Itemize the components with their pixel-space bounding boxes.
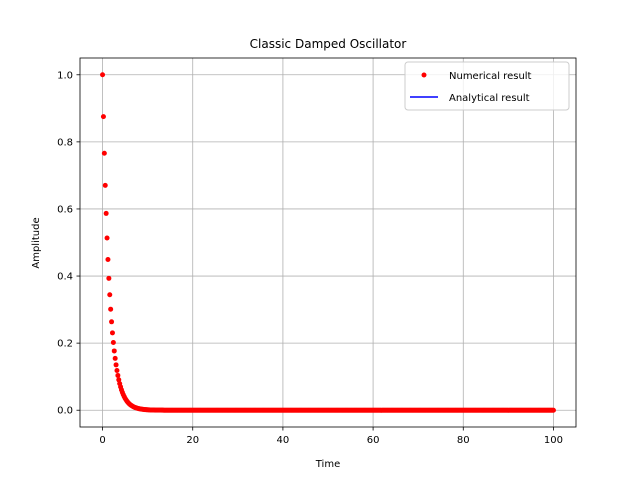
plot-area-data — [100, 72, 556, 413]
legend-box — [404, 61, 570, 111]
data-point — [102, 182, 108, 188]
legend-marker-numerical — [421, 72, 427, 78]
y-tick-label: 0.4 — [57, 272, 73, 283]
data-point — [112, 355, 118, 361]
x-axis-ticks: 0 20 40 60 80 100 — [99, 427, 563, 446]
legend: Numerical result Analytical result — [404, 61, 570, 111]
data-point — [104, 235, 110, 241]
x-tick-label: 80 — [457, 435, 470, 446]
y-tick-label: 0.2 — [57, 339, 73, 350]
x-tick-label: 20 — [186, 435, 199, 446]
legend-label-analytical: Analytical result — [449, 93, 530, 104]
data-point — [109, 319, 115, 325]
y-axis-label: Amplitude — [31, 217, 42, 268]
x-tick-label: 60 — [367, 435, 380, 446]
data-point — [105, 256, 111, 262]
data-point — [100, 114, 106, 120]
data-point — [107, 292, 113, 298]
data-point — [106, 275, 112, 281]
x-tick-label: 40 — [277, 435, 290, 446]
y-axis-ticks: 0.0 0.2 0.4 0.6 0.8 1.0 — [57, 70, 80, 417]
x-tick-label: 100 — [544, 435, 563, 446]
chart-title: Classic Damped Oscillator — [250, 37, 407, 51]
x-tick-label: 0 — [99, 435, 105, 446]
data-point — [101, 150, 107, 156]
y-tick-label: 1.0 — [57, 70, 73, 81]
y-tick-label: 0.0 — [57, 406, 73, 417]
data-point — [110, 340, 116, 346]
y-tick-label: 0.8 — [57, 137, 73, 148]
axes-frame — [79, 57, 577, 428]
data-point — [114, 367, 120, 373]
x-axis-label: Time — [315, 459, 340, 470]
data-point — [100, 72, 106, 78]
y-tick-label: 0.6 — [57, 204, 73, 215]
data-point — [113, 362, 119, 368]
data-point — [115, 372, 121, 378]
data-point — [109, 330, 115, 336]
data-point — [116, 377, 122, 383]
grid — [80, 58, 576, 427]
legend-label-numerical: Numerical result — [449, 71, 532, 82]
data-point — [550, 407, 556, 413]
data-point — [103, 210, 109, 216]
data-point — [108, 306, 114, 312]
data-point — [111, 348, 117, 354]
